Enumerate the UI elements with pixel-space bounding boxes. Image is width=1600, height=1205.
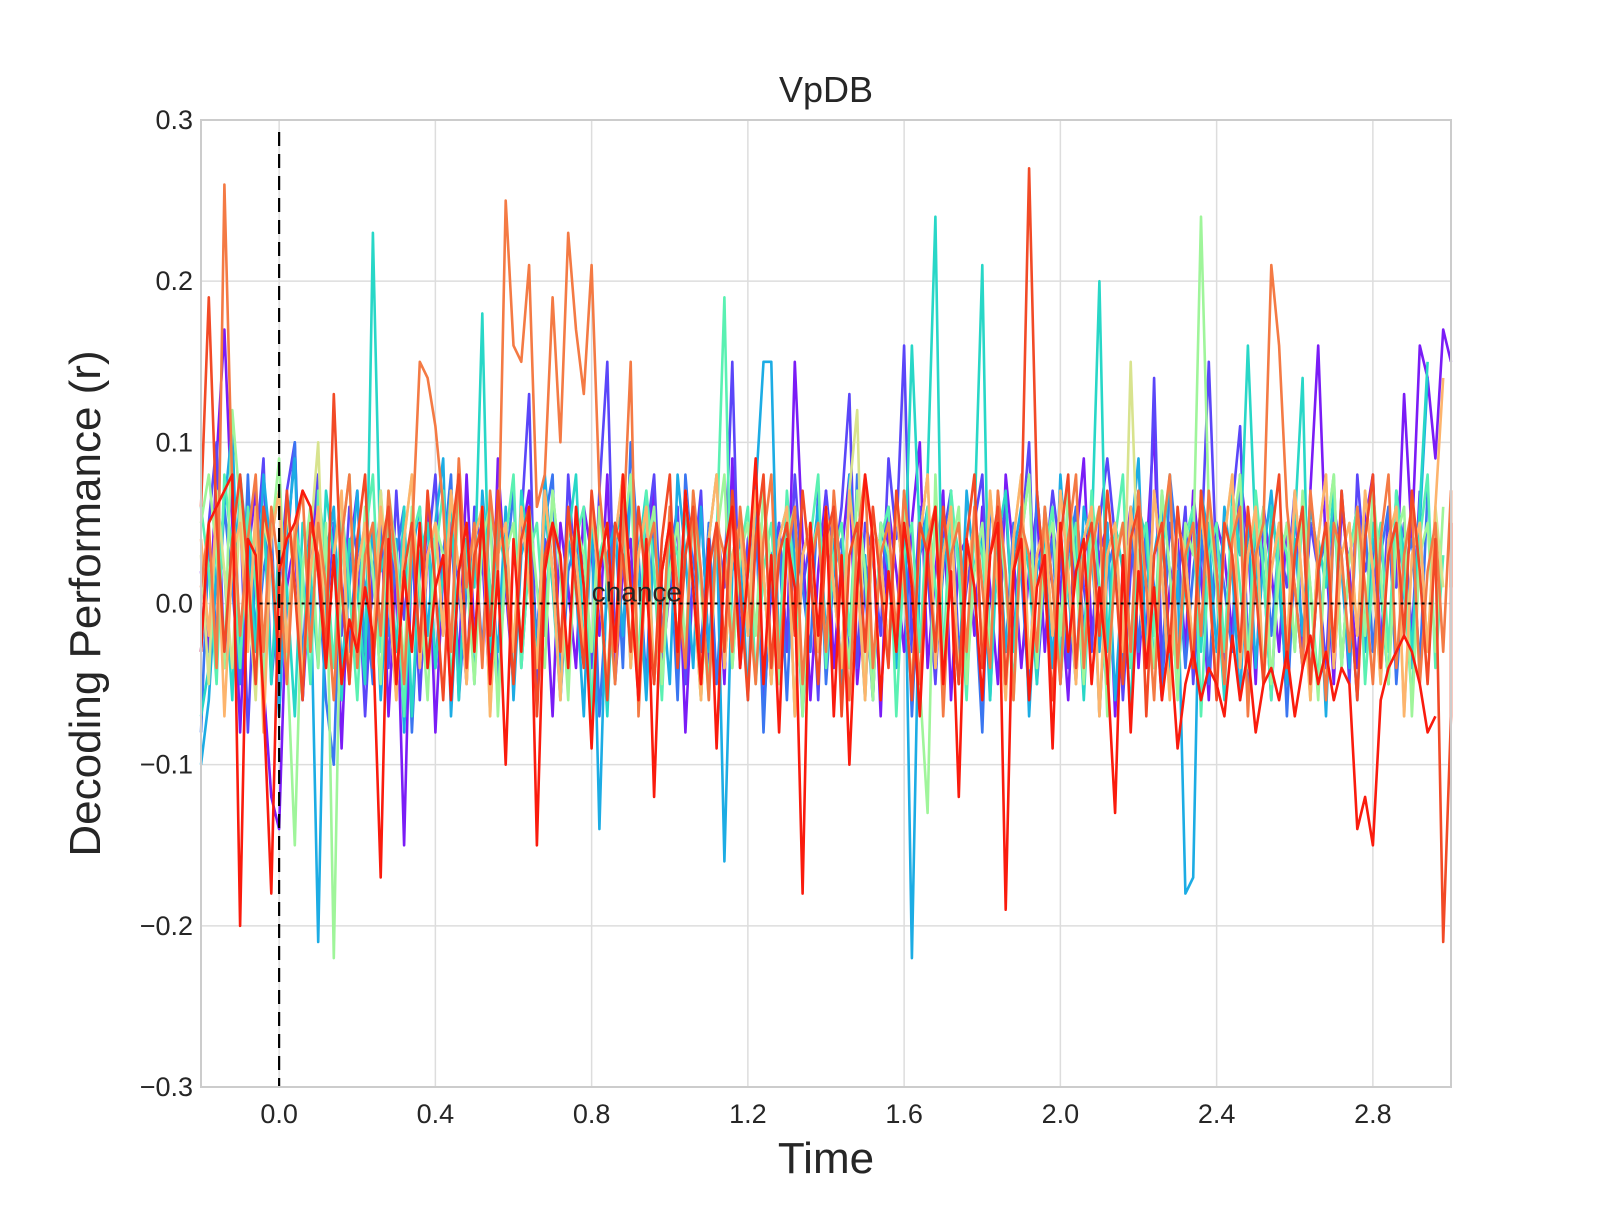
chance-annotation: chance — [592, 577, 682, 608]
series-line-12 — [199, 457, 1437, 928]
series-line-11 — [199, 167, 1453, 944]
y-axis-label: Decoding Performance (r) — [61, 350, 110, 856]
x-tick-label: 0.0 — [260, 1099, 298, 1129]
x-tick-label: 1.6 — [885, 1099, 923, 1129]
y-tick-label: −0.3 — [140, 1072, 193, 1102]
x-tick-label: 2.8 — [1354, 1099, 1392, 1129]
reference-lines — [259, 132, 1432, 1087]
x-axis-label: Time — [778, 1134, 874, 1183]
plot-frame — [200, 119, 1452, 1088]
y-tick-label: −0.1 — [140, 750, 193, 780]
x-tick-label: 1.2 — [729, 1099, 767, 1129]
x-tick-label: 2.0 — [1042, 1099, 1080, 1129]
x-tick-label: 2.4 — [1198, 1099, 1236, 1129]
y-tick-label: −0.2 — [140, 911, 193, 941]
y-tick-label: 0.3 — [155, 105, 193, 135]
x-tick-label: 0.4 — [417, 1099, 455, 1129]
series-line-10 — [199, 183, 1453, 718]
y-tick-label: 0.2 — [155, 266, 193, 296]
x-tick-label: 0.8 — [573, 1099, 611, 1129]
y-tick-label: 0.0 — [155, 589, 193, 619]
tick-labels: 0.0 0.4 0.8 1.2 1.6 2.0 2.4 2.8 −0.3 −0.2 −0.1 0.0 0… — [140, 105, 1392, 1129]
y-tick-label: 0.1 — [155, 427, 193, 457]
chart-title: VpDB — [779, 69, 873, 110]
series-group — [199, 167, 1453, 960]
